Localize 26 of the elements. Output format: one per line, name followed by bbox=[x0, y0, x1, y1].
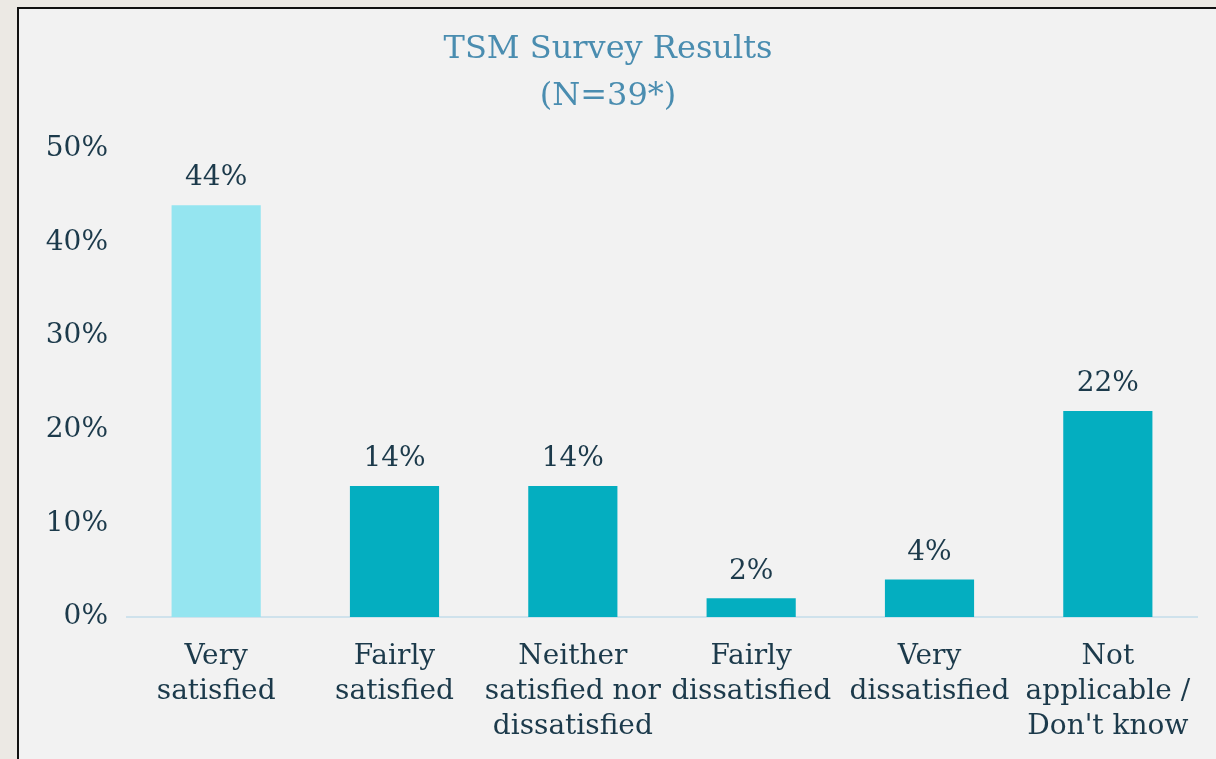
data-label: 14% bbox=[363, 440, 426, 474]
data-label: 2% bbox=[728, 552, 774, 586]
chart-title: TSM Survey Results bbox=[443, 28, 773, 67]
bar bbox=[884, 579, 975, 617]
y-tick-label: 20% bbox=[45, 411, 108, 445]
bar bbox=[349, 485, 440, 617]
y-tick-label: 40% bbox=[45, 223, 108, 257]
y-tick-label: 10% bbox=[45, 504, 108, 538]
data-label: 44% bbox=[185, 159, 248, 193]
x-tick-label: Very dissatisfied bbox=[849, 637, 1010, 706]
data-label: 4% bbox=[907, 533, 952, 567]
y-tick-label: 30% bbox=[45, 317, 108, 351]
bar bbox=[528, 485, 618, 617]
bar bbox=[171, 205, 261, 617]
x-tick-label: Very satisfied bbox=[156, 637, 276, 706]
bar bbox=[1063, 411, 1153, 617]
chart-subtitle: (N=39*) bbox=[539, 75, 677, 114]
x-tick-label: Fairly dissatisfied bbox=[671, 637, 832, 706]
data-label: 14% bbox=[541, 440, 604, 474]
y-tick-label: 0% bbox=[63, 598, 108, 632]
data-label: 22% bbox=[1076, 365, 1139, 399]
bar bbox=[706, 598, 796, 617]
y-tick-label: 50% bbox=[45, 130, 108, 164]
x-tick-label: Neither satisfied nor dissatisfied bbox=[484, 637, 662, 741]
x-tick-label: Not applicable / Don't know bbox=[1025, 637, 1191, 741]
x-tick-label: Fairly satisfied bbox=[335, 637, 454, 706]
